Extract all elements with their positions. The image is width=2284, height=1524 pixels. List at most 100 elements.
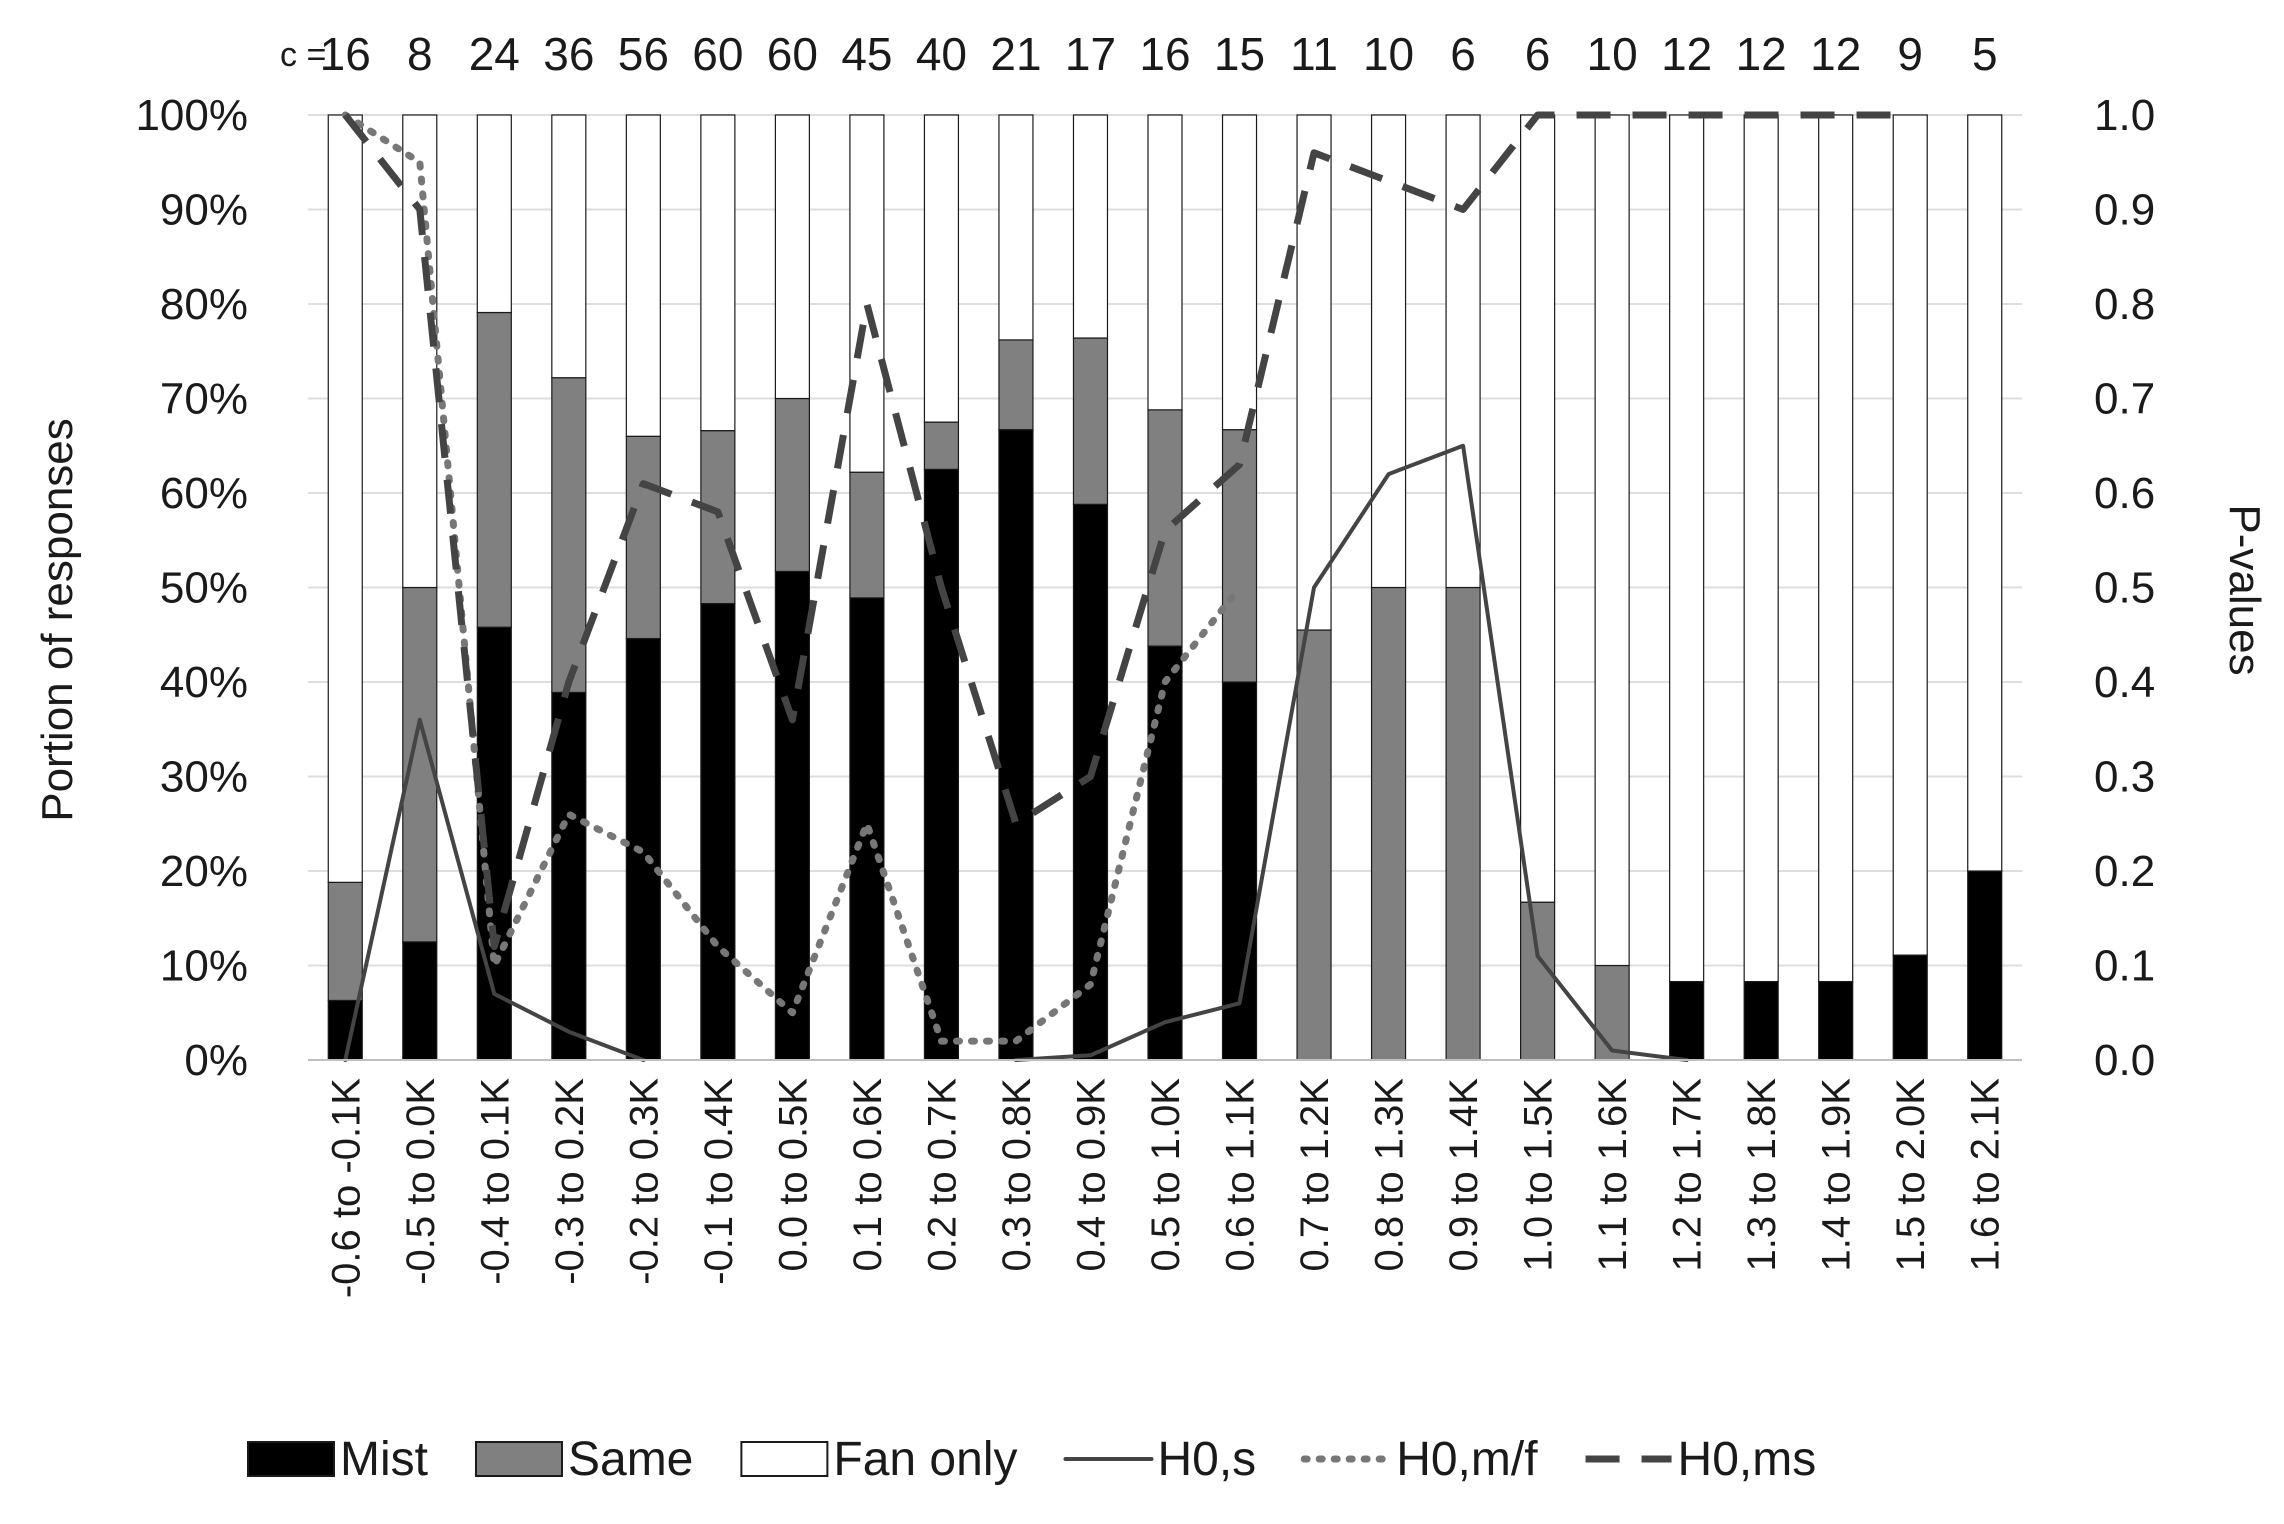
bar-segment-same [625,435,661,640]
x-tick-label: 1.5 to 2.0K [1889,1078,1933,1272]
count-label: 36 [543,28,594,80]
y-axis-ticks: 0% 10% 20% 30% 40% 50% 60% 70% 80% 90% 100% [135,91,248,1085]
y2-tick-label: 0.3 [2094,753,2155,802]
bar-segment-same [1072,337,1109,505]
y2-tick-label: 0.5 [2094,564,2155,613]
bar-segment-same [923,421,960,470]
x-tick-label: 0.0 to 0.5K [771,1078,815,1272]
bar-segment-mist [1743,980,1779,1061]
y-tick-label: 70% [160,375,248,424]
count-label: 6 [1450,28,1476,80]
count-label: 60 [692,28,743,80]
y-tick-label: 10% [160,942,248,991]
y2-tick-label: 0.9 [2094,186,2155,235]
bar-segment-same [1370,586,1407,1061]
count-label: 56 [618,28,669,80]
count-label: 5 [1972,28,1998,80]
bar-segment-mist [1669,980,1705,1061]
x-tick-label: 1.4 to 1.9K [1815,1078,1859,1272]
legend-label: H0,m/f [1396,1433,1538,1486]
y-tick-label: 0% [184,1036,248,1085]
x-tick-label: -0.5 to 0.0K [399,1078,443,1285]
count-label: 9 [1897,28,1923,80]
x-tick-label: -0.1 to 0.4K [697,1078,741,1285]
y-axis-label: Portion of responses [33,418,82,822]
bar-segment-fan-only [1520,114,1556,903]
bar-segment-fan-only [1818,114,1854,983]
line-h0-s [343,443,1689,1062]
bar-segment-same [1594,964,1630,1061]
count-label: 40 [916,28,967,80]
x-tick-label: 0.6 to 1.1K [1219,1078,1263,1272]
bar-segment-same [774,397,810,573]
bar-segment-same [551,377,587,693]
count-label: 15 [1214,28,1265,80]
legend-label: H0,ms [1678,1433,1817,1486]
count-label: 11 [1290,28,1338,80]
bar-segment-mist [402,941,438,1061]
y-tick-label: 30% [160,753,248,802]
y-tick-label: 50% [160,564,248,613]
bar-segment-mist [1892,954,1928,1061]
x-tick-label: -0.4 to 0.1K [473,1078,517,1285]
count-label: 10 [1363,28,1414,80]
bar-segment-mist [1147,645,1183,1061]
bar-segment-fan-only [1669,114,1705,983]
bar-segment-fan-only [402,114,438,589]
bar-segment-mist [1818,980,1854,1061]
bar-segment-mist [700,602,736,1061]
x-tick-label: 1.0 to 1.5K [1517,1078,1561,1272]
line-h0-ms [342,111,1911,951]
y-tick-label: 60% [160,469,248,518]
bar-segment-fan-only [1594,114,1630,967]
bar-segment-mist [551,691,587,1061]
x-tick-label: -0.6 to -0.1K [324,1078,368,1298]
bar-segment-fan-only [1147,114,1183,411]
bar-segment-fan-only [700,114,736,432]
x-tick-label: 0.3 to 0.8K [995,1078,1039,1272]
line-h0-mf [341,111,1243,1045]
bar-segment-mist [774,570,810,1061]
bar-segment-fan-only [1743,114,1779,983]
x-tick-label: -0.3 to 0.2K [548,1078,592,1285]
y2-axis-ticks: 0.0 0.1 0.2 0.3 0.4 0.5 0.6 0.7 0.8 0.9 1.0 [2094,91,2155,1085]
count-label: 21 [990,28,1041,80]
bar-segment-same [327,881,363,1002]
legend-label: Mist [340,1433,428,1486]
count-label: 17 [1065,28,1116,80]
count-label: 16 [320,28,371,80]
legend-label: Fan only [833,1433,1017,1486]
x-tick-label: 0.2 to 0.7K [920,1078,964,1272]
bar-segment-same [1520,901,1556,1061]
bar-segment-fan-only [849,114,885,473]
bar-segment-same [849,471,885,599]
y-tick-label: 20% [160,847,248,896]
p-value-lines [341,111,1911,1062]
count-label: 45 [841,28,892,80]
bar-segment-same [1147,409,1183,647]
bar-segment-fan-only [625,114,661,437]
x-tick-label: -0.2 to 0.3K [622,1078,666,1285]
count-label: 24 [469,28,520,80]
count-label: 8 [407,28,433,80]
x-tick-label: 1.2 to 1.7K [1666,1078,1710,1272]
y2-axis-label: P-values [2220,504,2269,675]
count-label: 6 [1525,28,1551,80]
bar-segment-fan-only [327,114,363,883]
bar-segment-fan-only [923,114,960,423]
y2-tick-label: 0.8 [2094,280,2155,329]
y-tick-label: 80% [160,280,248,329]
count-label: 12 [1661,28,1712,80]
legend-label: Same [568,1433,693,1486]
legend-swatch-same [474,1441,563,1477]
count-label: 12 [1810,28,1861,80]
bar-segment-fan-only [1892,114,1928,956]
y2-tick-label: 0.0 [2094,1036,2155,1085]
bar-segment-mist [1967,870,2003,1061]
x-tick-label: 1.6 to 2.1K [1964,1078,2008,1272]
bar-segment-same [476,311,512,628]
count-prefix: c = [280,36,326,74]
count-label: 16 [1139,28,1190,80]
y-tick-label: 100% [135,91,248,140]
bar-segment-fan-only [998,114,1034,341]
